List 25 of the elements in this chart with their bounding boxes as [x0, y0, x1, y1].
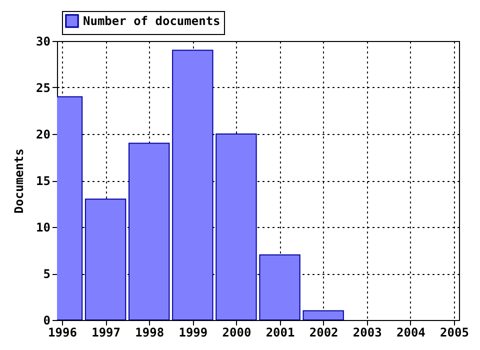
- x-tick-label: 1998: [135, 326, 164, 340]
- y-tick-label: 25: [36, 81, 50, 95]
- bar: [302, 310, 344, 320]
- x-tick-label: 2005: [440, 326, 469, 340]
- bar: [216, 134, 257, 320]
- y-tick-label: 20: [36, 128, 50, 142]
- x-tick-label: 2001: [266, 326, 295, 340]
- x-tick-label: 1997: [92, 326, 121, 340]
- x-tick-label: 2004: [396, 326, 426, 340]
- x-tick-label: 2000: [222, 326, 252, 340]
- bar: [172, 50, 214, 320]
- y-tick-label: 30: [36, 34, 50, 48]
- x-tick-label: 1999: [178, 326, 208, 340]
- y-tick-label: 10: [36, 220, 50, 234]
- x-tick-label: 1996: [48, 326, 77, 340]
- y-tick-label: 0: [43, 314, 50, 328]
- bar: [84, 198, 126, 320]
- x-tick-label: 2003: [352, 326, 382, 340]
- y-tick-label: 15: [36, 174, 50, 188]
- x-tick-label: 2002: [309, 326, 338, 340]
- y-axis-title: Documents: [12, 148, 26, 214]
- bar: [128, 142, 170, 320]
- bar: [259, 254, 300, 320]
- y-tick-label: 5: [43, 267, 50, 281]
- legend-label: Number of documents: [83, 14, 220, 28]
